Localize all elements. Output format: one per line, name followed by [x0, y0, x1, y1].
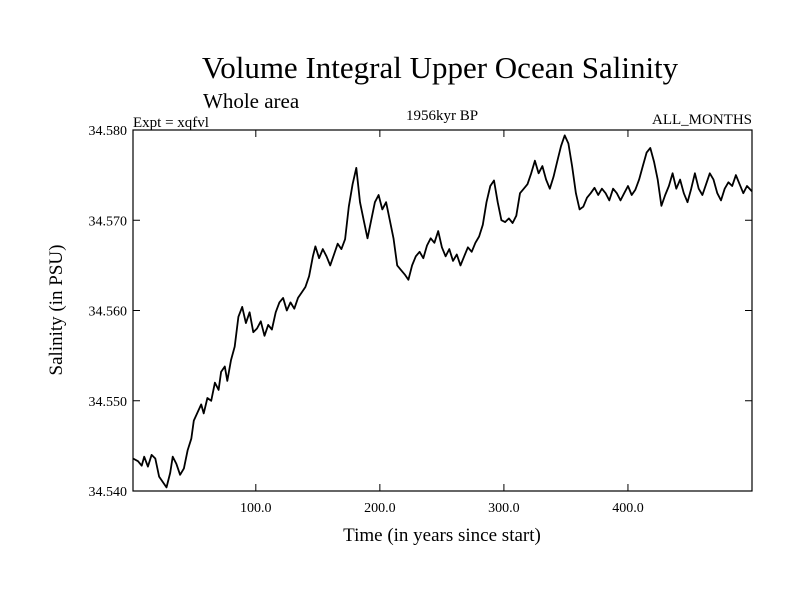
x-tick-label: 300.0: [488, 501, 520, 516]
y-tick-label: 34.570: [89, 214, 128, 229]
x-axis: 100.0 200.0 300.0 400.0: [240, 130, 644, 516]
x-tick-label: 400.0: [612, 501, 644, 516]
period-label: 1956kyr BP: [406, 108, 478, 124]
y-tick-label: 34.540: [89, 485, 128, 500]
y-tick-label: 34.560: [89, 305, 128, 320]
months-label: ALL_MONTHS: [652, 112, 752, 128]
y-axis-label: Salinity (in PSU): [46, 245, 67, 376]
salinity-series-line: [132, 134, 753, 489]
experiment-label: Expt = xqfvl: [133, 115, 209, 131]
y-tick-label: 34.580: [89, 124, 128, 139]
x-axis-label: Time (in years since start): [343, 525, 541, 546]
y-axis: 34.540 34.550 34.560 34.570 34.580: [89, 124, 752, 500]
y-tick-label: 34.550: [89, 395, 128, 410]
chart-title: Volume Integral Upper Ocean Salinity: [202, 50, 679, 85]
chart-subtitle: Whole area: [203, 89, 300, 113]
x-tick-label: 100.0: [240, 501, 272, 516]
plot-frame: [132, 129, 753, 492]
x-tick-label: 200.0: [364, 501, 396, 516]
